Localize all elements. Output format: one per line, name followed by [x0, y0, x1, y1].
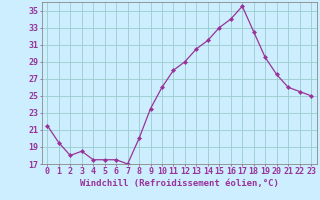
X-axis label: Windchill (Refroidissement éolien,°C): Windchill (Refroidissement éolien,°C) [80, 179, 279, 188]
